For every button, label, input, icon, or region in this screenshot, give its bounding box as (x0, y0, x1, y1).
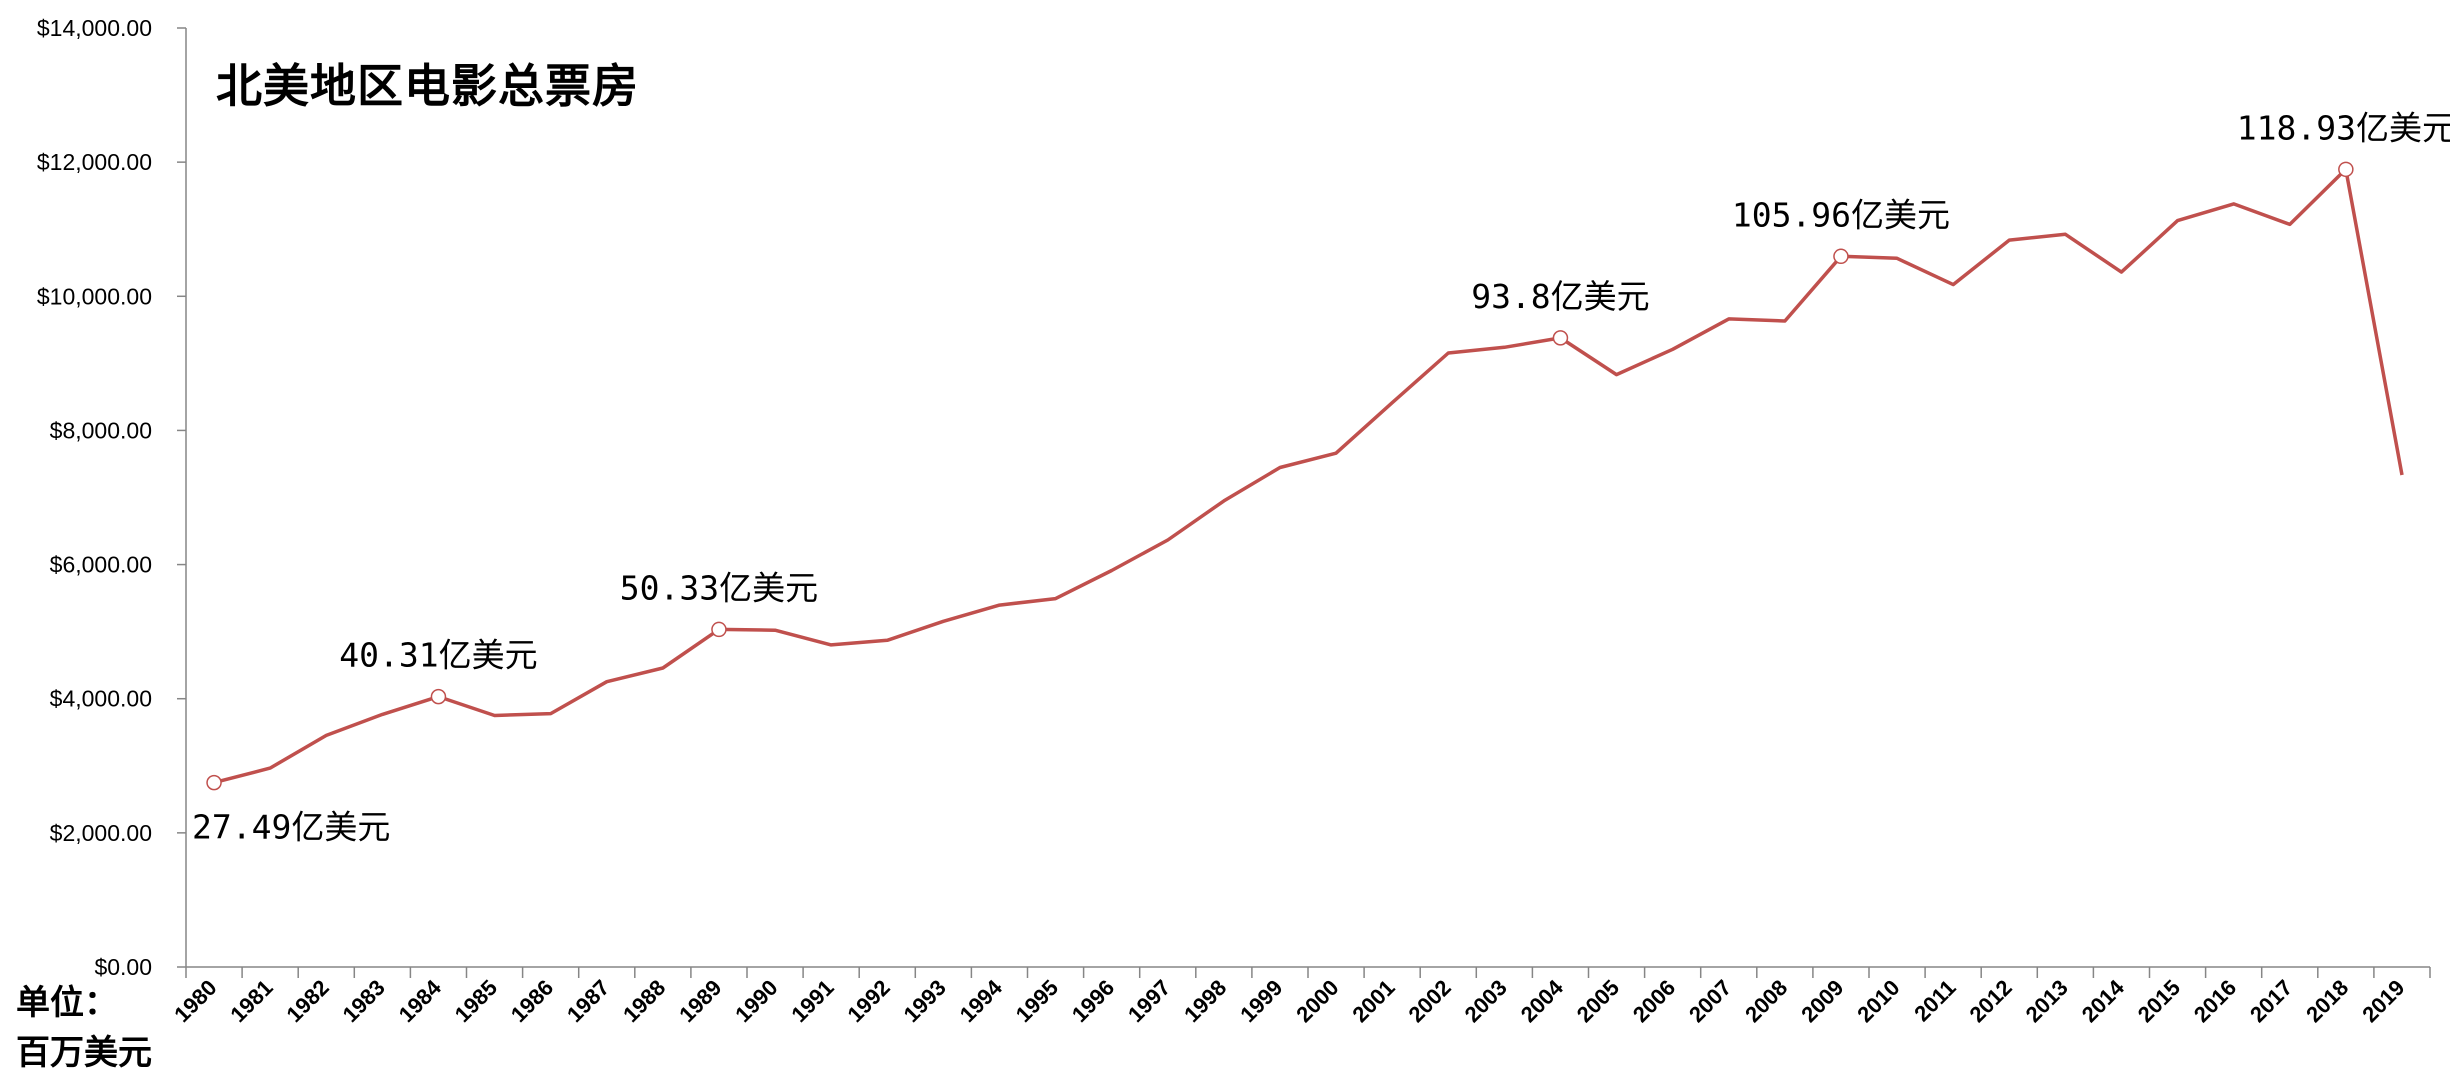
x-tick-label: 2013 (2021, 975, 2073, 1027)
data-point-marker (2338, 161, 2354, 178)
x-tick-label: 1986 (506, 975, 558, 1027)
x-tick-label: 2018 (2301, 975, 2353, 1027)
x-tick-label: 1999 (1235, 975, 1287, 1027)
x-tick-label: 1982 (281, 975, 333, 1027)
data-point-marker (1552, 330, 1569, 346)
x-tick-label: 2012 (1964, 975, 2016, 1027)
y-tick-label: $4,000.00 (50, 686, 152, 712)
unit-label-line2: 百万美元 (16, 1033, 152, 1073)
x-tick-label: 1995 (1011, 975, 1063, 1027)
x-tick-label: 1990 (730, 975, 782, 1027)
data-annotations: 27.49亿美元 40.31亿美元 50.33亿美元 93.8亿美元 105.96亿美元… (192, 108, 2450, 846)
x-tick-label: 1985 (450, 975, 502, 1027)
x-tick-label: 1981 (225, 975, 277, 1027)
unit-label: 单位： 百万美元 (16, 978, 152, 1078)
y-tick-label: $0.00 (94, 954, 152, 980)
data-label: 105.96亿美元 (1732, 195, 1950, 234)
x-tick-label: 1994 (955, 974, 1008, 1027)
x-tick-label: 1993 (899, 975, 951, 1027)
data-point-marker (430, 688, 447, 705)
x-tick-label: 2011 (1909, 975, 1960, 1026)
x-tick-label: 2004 (1516, 974, 1569, 1027)
series-line (213, 167, 2404, 785)
x-tick-label: 2016 (2189, 975, 2241, 1027)
x-tick-label: 1996 (1067, 975, 1119, 1027)
data-label: 50.33亿美元 (620, 568, 818, 607)
chart-title: 北美地区电影总票房 (216, 59, 639, 113)
x-tick-label: 2006 (1628, 975, 1680, 1027)
annotation-markers (206, 161, 2354, 791)
y-tick-label: $12,000.00 (37, 149, 152, 175)
y-tick-label: $8,000.00 (50, 417, 152, 443)
x-tick-label: 1983 (338, 975, 390, 1027)
y-tick-label: $14,000.00 (37, 15, 152, 41)
y-axis: $0.00 $2,000.00 $4,000.00 $6,000.00 $8,000.0… (37, 15, 187, 980)
data-label: 93.8亿美元 (1471, 277, 1649, 316)
x-tick-label: 2019 (2357, 975, 2409, 1027)
x-tick-label: 1992 (842, 975, 894, 1027)
x-tick-label: 1989 (674, 975, 726, 1027)
x-tick-label: 2014 (2077, 974, 2130, 1027)
data-point-marker (1833, 248, 1849, 265)
x-tick-label: 2001 (1347, 975, 1399, 1027)
x-tick-label: 1997 (1123, 975, 1175, 1027)
x-tick-label: 1984 (394, 974, 447, 1027)
x-axis: 1980 1981 1982 1983 1984 1985 1986 1987 1988 1989… (169, 966, 2431, 1027)
data-label: 27.49亿美元 (192, 808, 390, 847)
x-tick-label: 2005 (1572, 975, 1624, 1027)
x-tick-label: 1991 (786, 975, 838, 1027)
x-tick-label: 2015 (2133, 975, 2185, 1027)
data-label: 40.31亿美元 (339, 636, 537, 675)
data-point-marker (206, 774, 222, 791)
x-tick-label: 2017 (2245, 975, 2297, 1027)
y-tick-label: $2,000.00 (50, 820, 152, 846)
x-tick-label: 1987 (562, 975, 614, 1027)
x-tick-label: 2002 (1403, 975, 1455, 1027)
unit-label-line1: 单位： (16, 983, 118, 1023)
data-label: 118.93亿美元 (2237, 108, 2450, 147)
y-tick-label: $6,000.00 (50, 552, 152, 578)
data-point-marker (711, 621, 727, 638)
x-tick-label: 1998 (1179, 975, 1231, 1027)
y-tick-label: $10,000.00 (37, 283, 152, 309)
x-tick-label: 2000 (1291, 975, 1343, 1027)
x-tick-label: 2003 (1460, 975, 1512, 1027)
x-tick-label: 2007 (1684, 975, 1736, 1027)
data-series-line (213, 167, 2404, 785)
x-tick-label: 1988 (618, 975, 670, 1027)
x-tick-label: 2010 (1852, 975, 1904, 1027)
x-tick-label: 2008 (1740, 975, 1792, 1027)
x-tick-label: 1980 (169, 975, 221, 1027)
x-tick-label: 2009 (1796, 975, 1848, 1027)
